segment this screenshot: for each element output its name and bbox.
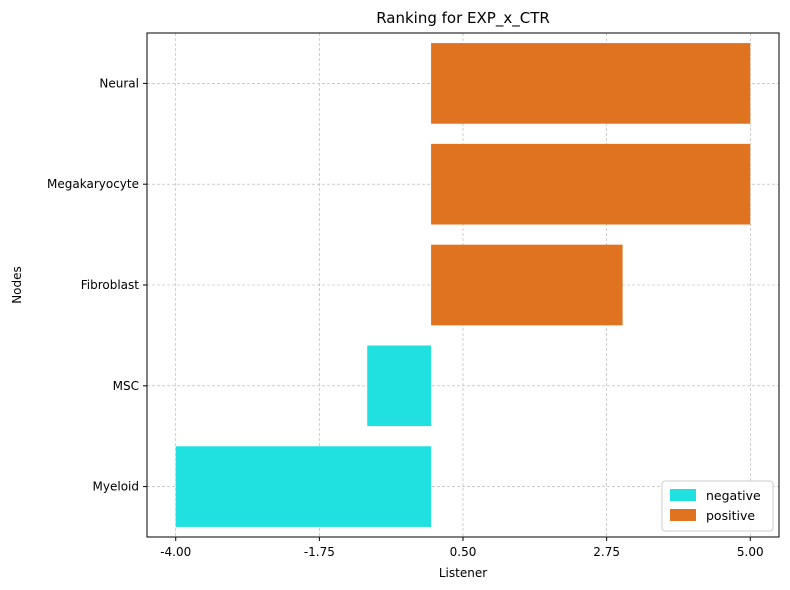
x-axis-ticks: -4.00 -1.75 0.50 2.75 5.00: [160, 537, 764, 559]
x-tick-label-3: 2.75: [593, 545, 620, 559]
bar-myeloid: [175, 446, 432, 527]
legend-label-positive: positive: [706, 508, 755, 523]
legend-label-negative: negative: [706, 488, 761, 503]
y-tick-label-myeloid: Myeloid: [93, 480, 139, 494]
bar-neural: [431, 43, 751, 124]
y-tick-label-fibroblast: Fibroblast: [81, 278, 140, 292]
x-axis-label: Listener: [439, 566, 487, 580]
legend-swatch-negative: [670, 489, 696, 501]
legend: negative positive: [661, 480, 774, 532]
y-axis-ticks: Neural Megakaryocyte Fibroblast MSC Myeloid: [47, 76, 147, 494]
y-tick-label-neural: Neural: [99, 76, 139, 90]
bar-msc: [367, 345, 432, 427]
y-tick-label-megakaryocyte: Megakaryocyte: [47, 177, 139, 191]
x-tick-label-0: -4.00: [160, 545, 191, 559]
x-tick-label-1: -1.75: [304, 545, 335, 559]
legend-swatch-positive: [670, 509, 696, 521]
x-tick-label-2: 0.50: [450, 545, 477, 559]
y-tick-label-msc: MSC: [113, 379, 139, 393]
y-axis-label: Nodes: [10, 266, 24, 304]
bar-fibroblast: [431, 244, 623, 326]
x-tick-label-4: 5.00: [737, 545, 764, 559]
chart-title: Ranking for EXP_x_CTR: [376, 9, 550, 28]
bars: [175, 43, 751, 527]
bar-megakaryocyte: [431, 143, 751, 225]
